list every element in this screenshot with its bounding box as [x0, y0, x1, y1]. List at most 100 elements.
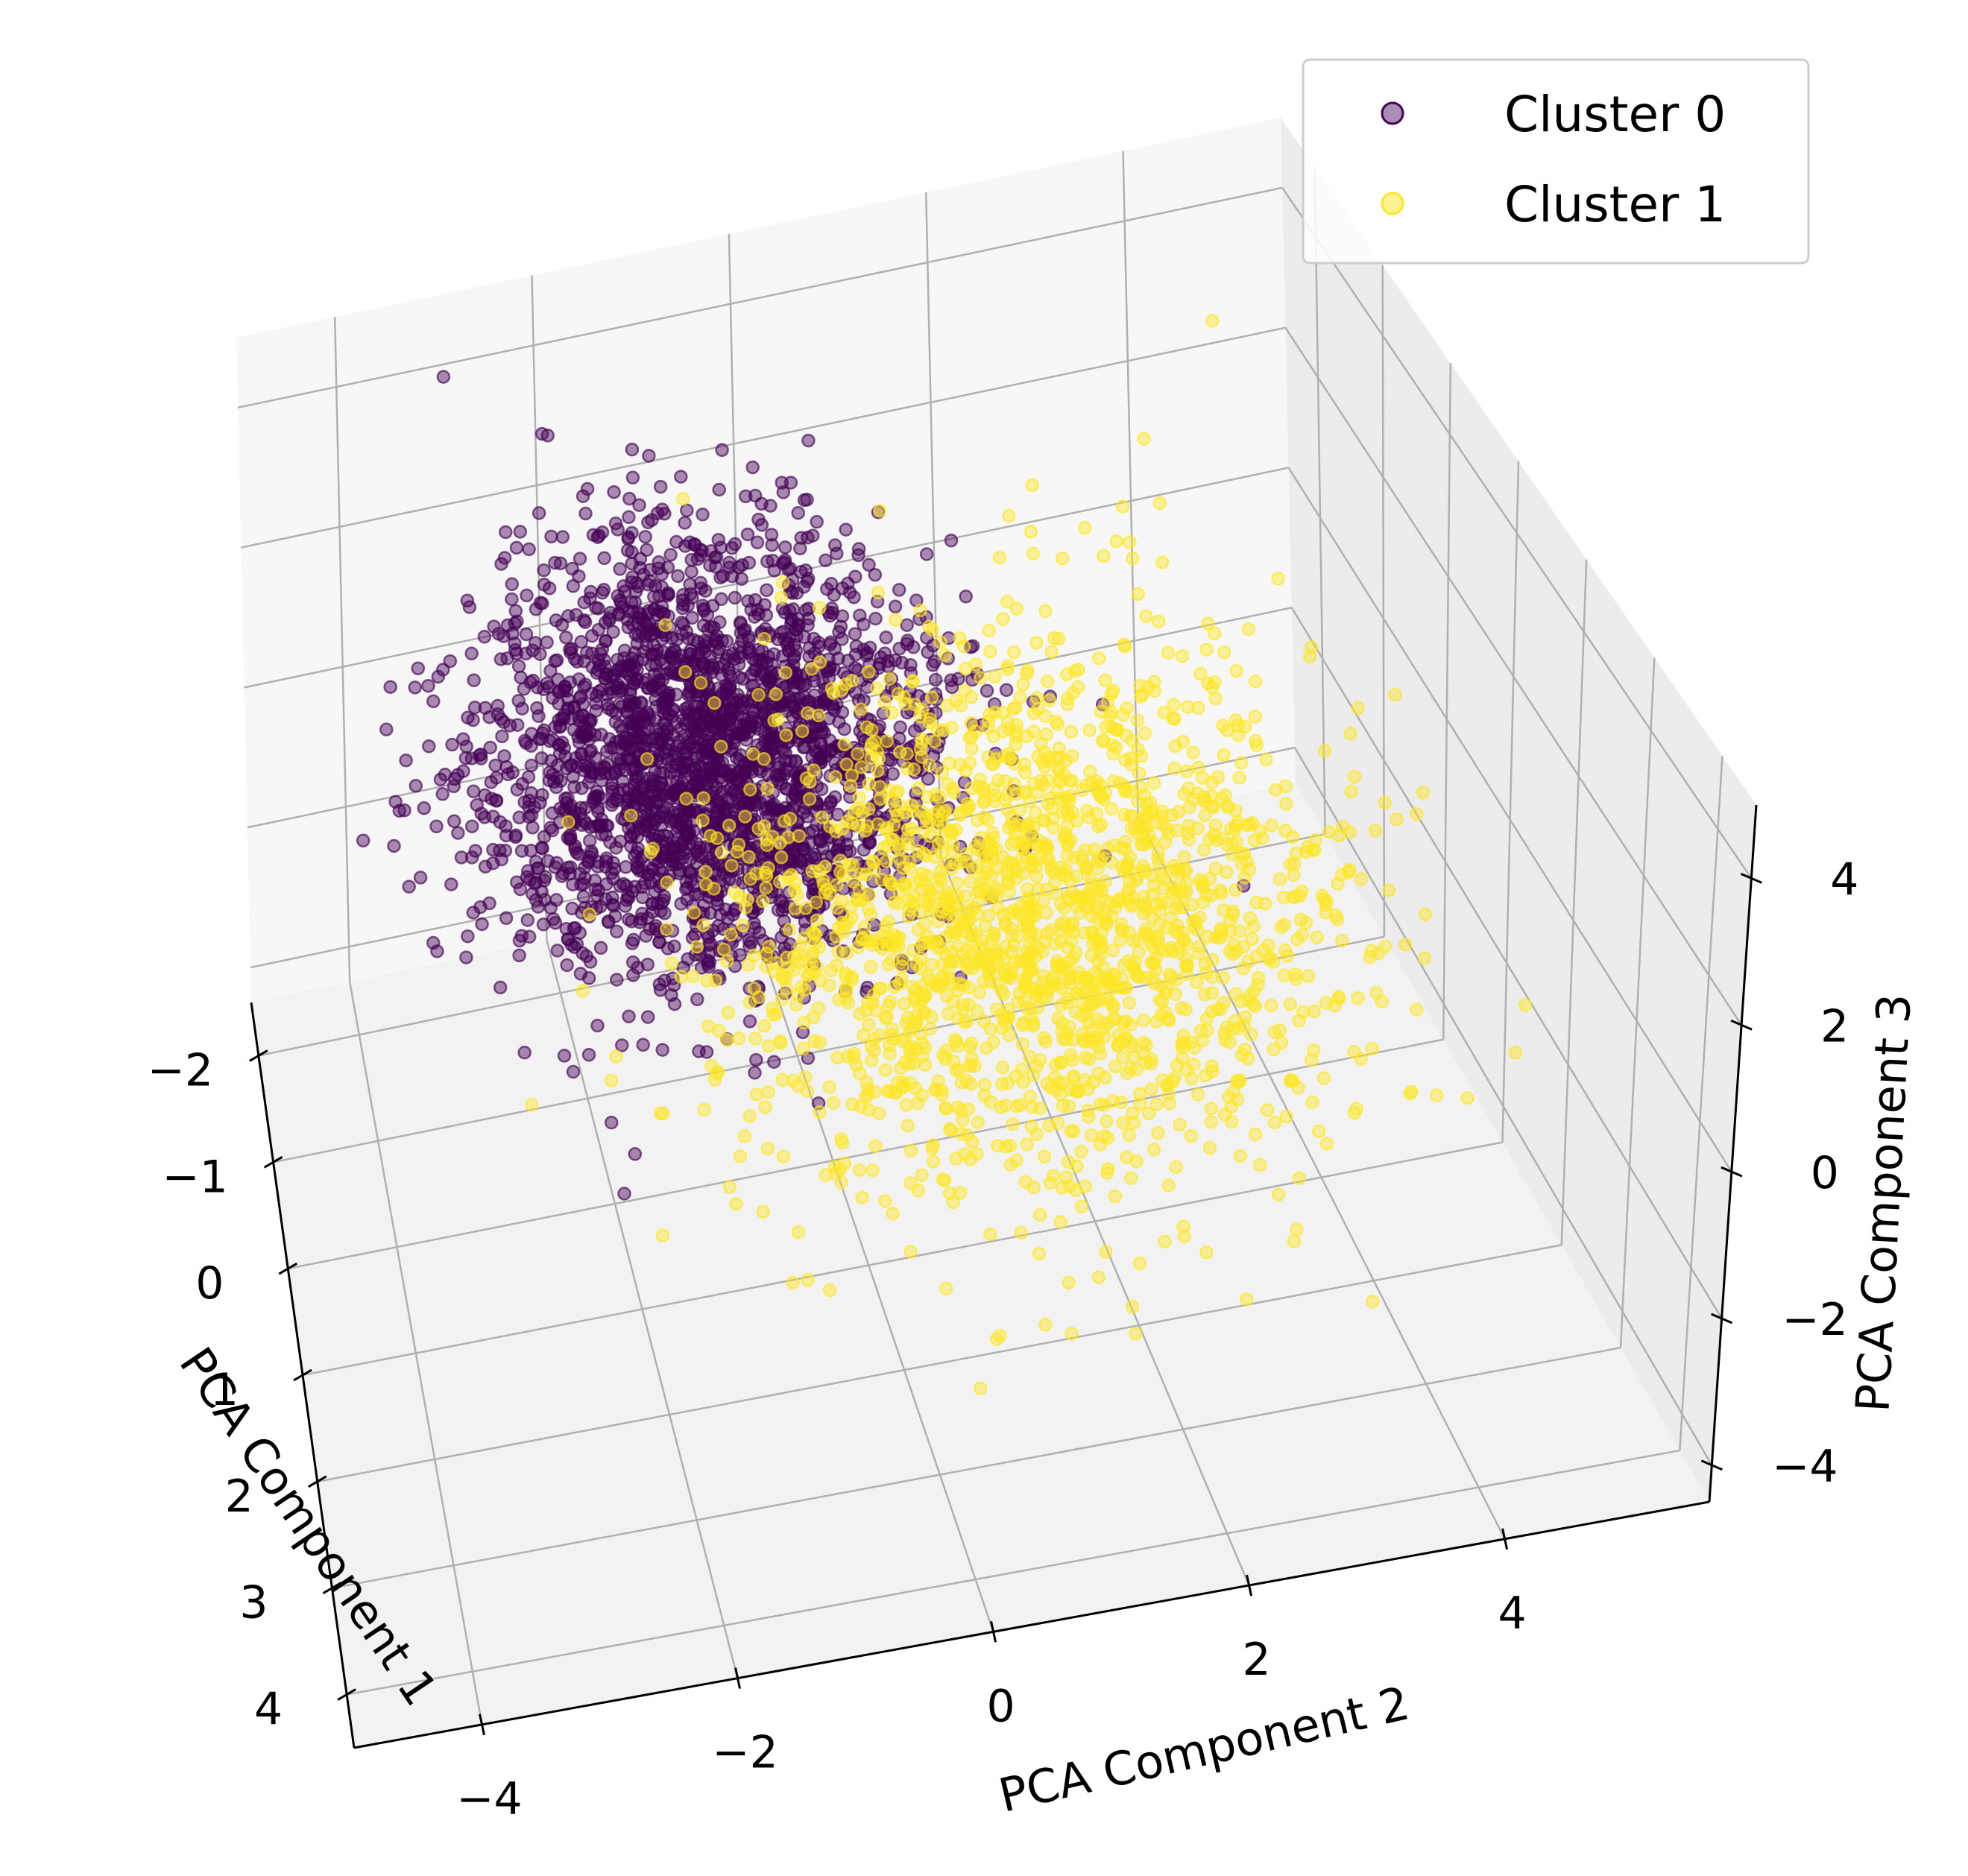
data-point — [1040, 674, 1055, 689]
data-point — [1080, 1032, 1095, 1046]
data-point — [963, 1152, 978, 1166]
data-point — [778, 814, 792, 828]
y-tick-label: 2 — [1242, 1634, 1270, 1686]
data-point — [950, 876, 965, 891]
data-point — [1205, 986, 1220, 1000]
data-point — [750, 715, 765, 729]
data-point — [1132, 1087, 1147, 1101]
data-point — [1020, 882, 1035, 896]
data-point — [1170, 823, 1185, 838]
data-point — [1319, 906, 1333, 920]
data-point — [853, 608, 867, 622]
data-point — [742, 850, 756, 864]
data-point — [1155, 555, 1170, 569]
data-point — [873, 792, 888, 806]
data-point — [505, 626, 520, 641]
data-point — [986, 1035, 1000, 1049]
data-point — [1031, 838, 1046, 853]
data-point — [931, 803, 946, 818]
data-point — [1234, 1047, 1249, 1062]
data-point — [1026, 546, 1041, 561]
data-point — [1055, 1181, 1070, 1195]
data-point — [655, 599, 669, 614]
data-point — [659, 810, 674, 824]
data-point — [1010, 929, 1025, 944]
data-point — [497, 551, 512, 565]
data-point — [1053, 1215, 1067, 1229]
grid-line-y — [546, 940, 739, 1678]
data-point — [713, 570, 728, 585]
data-point — [1002, 508, 1016, 523]
data-point — [1249, 895, 1264, 910]
data-point — [684, 564, 698, 579]
data-point — [898, 879, 912, 893]
data-point — [764, 528, 779, 542]
data-point — [1032, 851, 1047, 866]
data-point — [857, 920, 871, 935]
data-point — [804, 662, 819, 676]
data-point — [983, 707, 997, 721]
data-point — [1049, 886, 1064, 901]
data-point — [1057, 901, 1071, 915]
data-point — [1195, 876, 1210, 890]
data-point — [1116, 708, 1131, 722]
data-point — [554, 774, 568, 788]
data-point — [827, 538, 842, 552]
data-point — [1344, 784, 1358, 799]
data-point — [1135, 687, 1149, 702]
data-point — [575, 489, 590, 503]
data-point — [710, 754, 724, 768]
data-point — [995, 1060, 1010, 1075]
data-point — [1026, 820, 1041, 834]
data-point — [474, 751, 488, 765]
data-point — [1009, 601, 1024, 616]
data-point — [610, 973, 624, 987]
data-point — [820, 581, 834, 596]
data-point — [1060, 995, 1075, 1010]
data-point — [1098, 673, 1112, 687]
data-point — [1137, 432, 1151, 446]
data-point — [983, 644, 997, 659]
data-point — [710, 831, 725, 845]
data-point — [1217, 996, 1231, 1010]
data-point — [508, 830, 523, 844]
data-point — [1043, 1175, 1058, 1190]
data-point — [505, 577, 520, 592]
data-point — [1252, 1158, 1267, 1172]
data-point — [522, 929, 537, 944]
data-point — [559, 631, 573, 645]
data-point — [550, 758, 565, 772]
data-point — [468, 844, 482, 858]
data-point — [657, 906, 672, 920]
data-point — [1234, 756, 1249, 770]
data-point — [1100, 1114, 1114, 1128]
data-point — [515, 701, 529, 716]
data-point — [745, 460, 760, 475]
data-point — [828, 770, 843, 784]
data-point — [604, 1115, 619, 1130]
data-point — [1052, 774, 1067, 789]
grid-line-z — [237, 186, 1283, 409]
data-point — [897, 690, 912, 704]
data-point — [619, 860, 633, 874]
data-point — [1226, 1084, 1241, 1099]
data-point — [1136, 906, 1151, 921]
y-tick-label: 4 — [1498, 1588, 1526, 1640]
data-point — [823, 608, 837, 623]
data-point — [867, 932, 882, 947]
data-point — [596, 582, 611, 597]
x-tick-label: 3 — [239, 1577, 268, 1629]
data-point — [663, 548, 678, 562]
grid-line-x — [1442, 363, 1452, 1040]
data-point — [1354, 872, 1369, 886]
data-point — [1368, 824, 1383, 838]
data-point — [709, 550, 724, 564]
data-point — [915, 736, 929, 750]
data-point — [837, 721, 851, 736]
grid-line-x — [273, 935, 1385, 1163]
data-point — [690, 992, 704, 1007]
data-point — [1208, 691, 1223, 706]
data-point — [751, 642, 766, 657]
data-point — [1022, 1049, 1037, 1064]
data-point — [474, 806, 489, 821]
